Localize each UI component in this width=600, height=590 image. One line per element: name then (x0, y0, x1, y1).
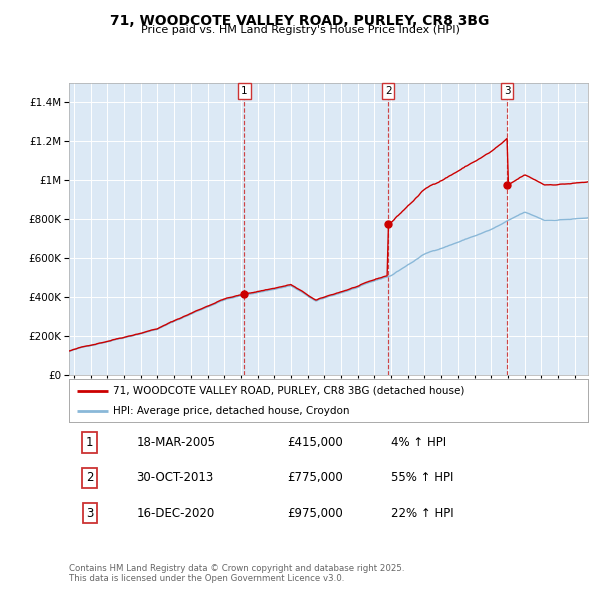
Text: £975,000: £975,000 (287, 507, 343, 520)
Text: £415,000: £415,000 (287, 436, 343, 449)
Text: 22% ↑ HPI: 22% ↑ HPI (391, 507, 454, 520)
Text: 71, WOODCOTE VALLEY ROAD, PURLEY, CR8 3BG (detached house): 71, WOODCOTE VALLEY ROAD, PURLEY, CR8 3B… (113, 386, 464, 396)
Text: HPI: Average price, detached house, Croydon: HPI: Average price, detached house, Croy… (113, 407, 350, 416)
Text: Contains HM Land Registry data © Crown copyright and database right 2025.
This d: Contains HM Land Registry data © Crown c… (69, 563, 404, 583)
Text: Price paid vs. HM Land Registry's House Price Index (HPI): Price paid vs. HM Land Registry's House … (140, 25, 460, 35)
Text: 4% ↑ HPI: 4% ↑ HPI (391, 436, 446, 449)
Text: 2: 2 (385, 86, 392, 96)
Text: 1: 1 (241, 86, 248, 96)
Text: 1: 1 (86, 436, 94, 449)
Text: 16-DEC-2020: 16-DEC-2020 (136, 507, 215, 520)
Text: 71, WOODCOTE VALLEY ROAD, PURLEY, CR8 3BG: 71, WOODCOTE VALLEY ROAD, PURLEY, CR8 3B… (110, 14, 490, 28)
Text: 55% ↑ HPI: 55% ↑ HPI (391, 471, 453, 484)
Text: 18-MAR-2005: 18-MAR-2005 (136, 436, 215, 449)
Text: 2: 2 (86, 471, 94, 484)
Text: 3: 3 (86, 507, 94, 520)
Text: £775,000: £775,000 (287, 471, 343, 484)
Text: 3: 3 (504, 86, 511, 96)
Text: 30-OCT-2013: 30-OCT-2013 (136, 471, 214, 484)
